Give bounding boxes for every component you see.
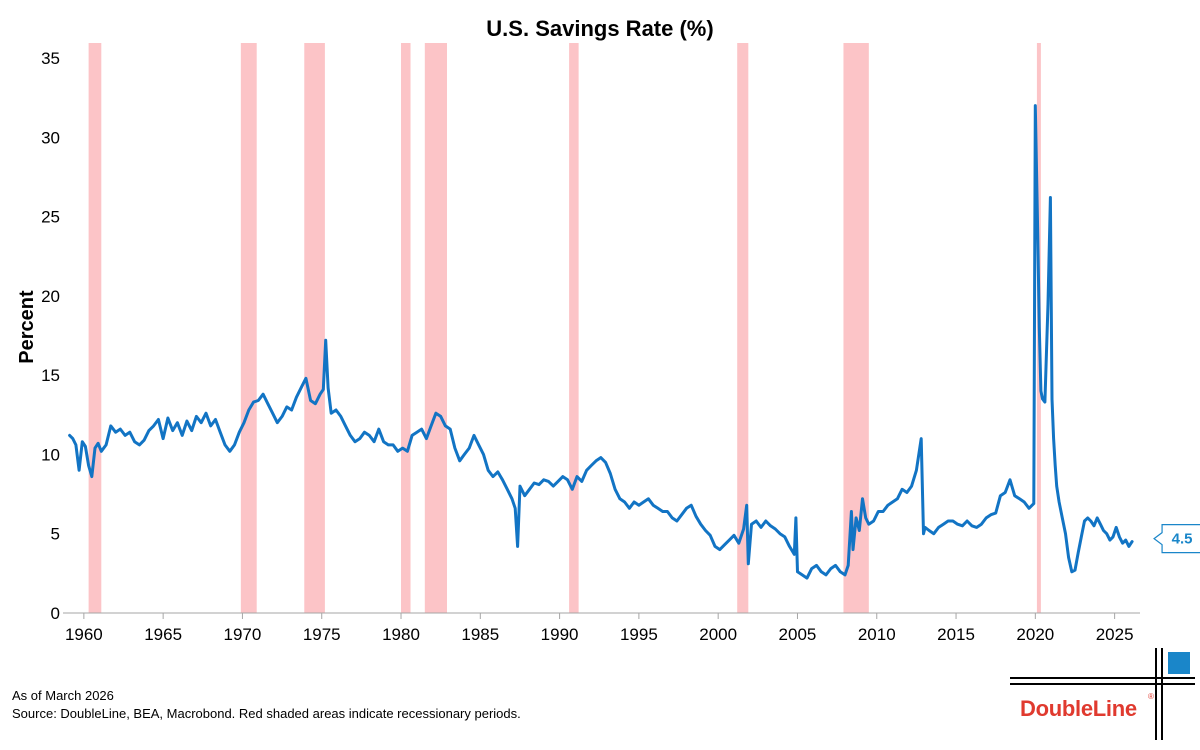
recession-bar — [88, 43, 102, 613]
chart-title: U.S. Savings Rate (%) — [486, 16, 713, 41]
y-axis-ticks: 0 5 10 15 20 25 30 35 — [41, 49, 60, 623]
x-tick-label: 1985 — [461, 625, 499, 644]
x-tick-label: 1975 — [303, 625, 341, 644]
y-tick-label: 5 — [51, 525, 60, 544]
x-tick-label: 2010 — [858, 625, 896, 644]
x-tick-label: 1995 — [620, 625, 658, 644]
x-tick-label: 1980 — [382, 625, 420, 644]
logo-registered-mark: ® — [1148, 692, 1154, 701]
recession-bar — [401, 43, 411, 613]
logo-wordmark: DoubleLine — [1020, 696, 1137, 721]
y-tick-label: 35 — [41, 49, 60, 68]
y-tick-label: 20 — [41, 287, 60, 306]
x-tick-label: 1960 — [65, 625, 103, 644]
x-tick-label: 2015 — [937, 625, 975, 644]
source-note: Source: DoubleLine, BEA, Macrobond. Red … — [12, 706, 521, 721]
last-value-callout-box — [1153, 524, 1200, 554]
y-tick-label: 25 — [41, 208, 60, 227]
x-tick-label: 1990 — [541, 625, 579, 644]
recession-bar — [424, 43, 448, 613]
savings-rate-line — [68, 104, 1134, 580]
logo-blue-square — [1168, 652, 1190, 674]
last-value-label: 4.5 — [1172, 531, 1193, 548]
x-tick-label: 1965 — [144, 625, 182, 644]
x-tick-label: 2020 — [1016, 625, 1054, 644]
y-axis-label: Percent — [16, 290, 38, 364]
recession-bar — [240, 43, 257, 613]
x-tick-label: 2005 — [779, 625, 817, 644]
savings-rate-chart: U.S. Savings Rate (%) Percent 0510152025… — [16, 16, 1200, 644]
recession-bar — [569, 43, 579, 613]
y-tick-label: 15 — [41, 366, 60, 385]
x-axis-ticks: 1960 1965 1970 1975 1980 1985 1990 1995 2000 2005… — [65, 613, 1134, 644]
recession-shading — [88, 43, 1041, 613]
last-value-callout: 4.5 — [1153, 524, 1200, 554]
recession-bar — [304, 43, 325, 613]
doubleline-logo: DoubleLine ® — [1010, 648, 1195, 743]
logo-mark-icon — [1010, 648, 1195, 740]
y-tick-label: 30 — [41, 128, 60, 147]
x-tick-label: 1970 — [224, 625, 262, 644]
x-tick-label: 2000 — [699, 625, 737, 644]
y-tick-label: 0 — [51, 604, 60, 623]
as-of-note: As of March 2026 — [12, 688, 114, 703]
x-tick-label: 2025 — [1096, 625, 1134, 644]
recession-bar — [737, 43, 749, 613]
y-tick-label: 10 — [41, 445, 60, 464]
